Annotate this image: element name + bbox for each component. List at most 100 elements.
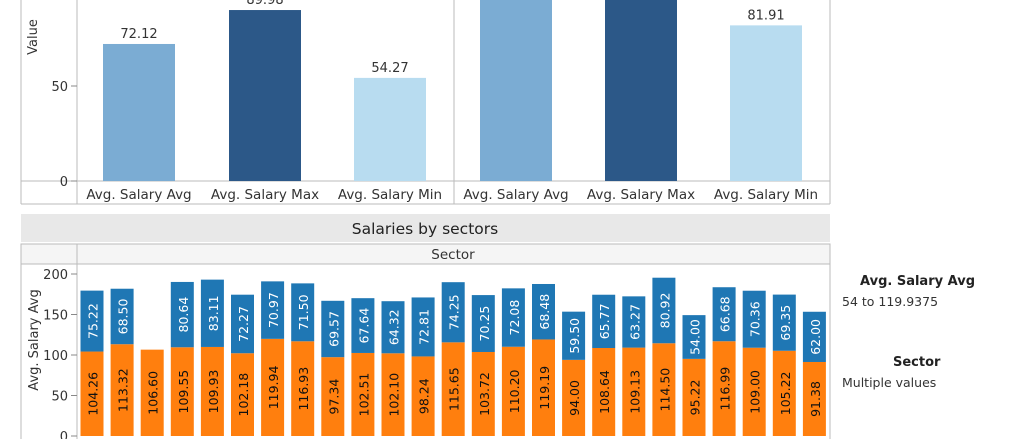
sector-bar-top xyxy=(622,296,646,348)
sector-bottom-value-label: 102.51 xyxy=(356,373,371,417)
sector-bar-bottom xyxy=(592,348,616,436)
top-y-tick-label: 0 xyxy=(60,175,68,190)
sector-top-value-label: 80.64 xyxy=(176,297,191,333)
salaries-title-bar xyxy=(21,214,830,242)
sector-bottom-value-label: 104.26 xyxy=(86,372,101,416)
sector-bottom-value-label: 103.72 xyxy=(477,372,492,416)
sector-top-value-label: 80.92 xyxy=(657,293,672,329)
top-y-tick-label: 50 xyxy=(51,80,68,95)
sector-bar-bottom xyxy=(231,353,254,436)
sector-bar-top xyxy=(562,311,586,360)
sector-top-value-label: 74.25 xyxy=(447,294,462,330)
sector-top-value-label: 64.32 xyxy=(387,309,402,345)
sector-bar-top xyxy=(110,288,134,345)
sector-bottom-value-label: 116.93 xyxy=(296,367,311,411)
legend-avg-range: 54 to 119.9375 xyxy=(842,294,939,309)
bottom-y-axis-label: Avg. Salary Avg xyxy=(27,289,42,390)
sector-bar-bottom xyxy=(261,338,285,436)
sector-bottom-value-label: 119.19 xyxy=(537,366,552,410)
legend-sector-title: Sector xyxy=(893,355,941,370)
left-bar-value-label: 89.98 xyxy=(246,0,283,8)
left-category-label: Avg. Salary Max xyxy=(211,187,319,203)
sector-bar-top xyxy=(291,283,315,342)
right-category-label: Avg. Salary Avg xyxy=(463,187,568,203)
sector-bar-top xyxy=(772,294,796,351)
sector-bottom-value-label: 108.64 xyxy=(597,370,612,414)
sector-bar-top xyxy=(712,287,736,342)
sector-bar-bottom xyxy=(532,339,555,436)
left-bar-2 xyxy=(229,10,301,182)
sector-bottom-value-label: 102.10 xyxy=(387,373,402,417)
sector-bar-bottom xyxy=(712,341,736,436)
sector-top-value-label: 70.97 xyxy=(266,292,281,328)
sector-bar-top xyxy=(261,281,285,339)
left-category-label: Avg. Salary Avg xyxy=(86,187,191,203)
sector-bar-bottom xyxy=(170,347,194,436)
sector-bar-top xyxy=(80,290,104,352)
sector-top-value-label: 54.00 xyxy=(688,319,703,355)
sector-top-value-label: 67.64 xyxy=(356,308,371,344)
sector-bar-bottom xyxy=(381,353,405,436)
sector-header-label: Sector xyxy=(431,247,475,263)
sector-top-value-label: 69.35 xyxy=(778,305,793,341)
sector-bar-bottom xyxy=(562,359,586,436)
sector-bottom-value-label: 116.99 xyxy=(718,367,733,411)
right-category-label: Avg. Salary Min xyxy=(714,187,818,203)
legend-avg-title: Avg. Salary Avg xyxy=(860,274,975,289)
sector-top-value-label: 72.81 xyxy=(417,309,432,345)
bottom-y-tick-label: 0 xyxy=(60,430,68,439)
sector-bottom-value-label: 95.22 xyxy=(688,380,703,416)
sector-bar-top xyxy=(532,283,555,340)
sector-bar-top xyxy=(441,282,465,343)
sector-top-value-label: 68.50 xyxy=(116,299,131,335)
bottom-y-tick-label: 150 xyxy=(43,309,68,324)
sector-bottom-value-label: 97.34 xyxy=(326,379,341,415)
sector-bar-top xyxy=(200,279,224,347)
sector-bar-top xyxy=(501,288,525,347)
sector-bar-bottom xyxy=(682,358,706,436)
sector-bar-bottom xyxy=(622,347,646,436)
sector-bar-top xyxy=(592,294,616,349)
sector-bottom-value-label: 113.32 xyxy=(116,368,131,412)
sector-bottom-value-label: 109.55 xyxy=(176,370,191,414)
sector-bar-bottom xyxy=(652,343,676,436)
sector-bar-top xyxy=(411,297,435,357)
sector-bar-bottom xyxy=(200,346,224,436)
sector-top-value-label: 83.11 xyxy=(206,295,221,331)
sector-bar-top xyxy=(682,315,706,359)
right-category-label: Avg. Salary Max xyxy=(587,187,695,203)
sector-bar-bottom xyxy=(802,361,826,436)
sector-bottom-value-label: 110.20 xyxy=(507,369,522,413)
sector-top-value-label: 66.68 xyxy=(718,296,733,332)
sector-bottom-value-label: 109.00 xyxy=(748,370,763,414)
sector-bar-bottom xyxy=(742,347,766,436)
sector-bottom-value-label: 98.24 xyxy=(417,378,432,414)
sector-top-value-label: 75.22 xyxy=(86,303,101,339)
left-bar-value-label: 54.27 xyxy=(371,61,408,76)
sector-bottom-value-label: 109.93 xyxy=(206,370,221,414)
sector-top-value-label: 62.00 xyxy=(808,319,823,355)
sector-header-bar xyxy=(20,243,831,265)
sector-top-value-label: 63.27 xyxy=(627,304,642,340)
sector-bottom-value-label: 91.38 xyxy=(808,381,823,417)
right-bar-3 xyxy=(730,25,802,181)
sector-top-value-label: 69.57 xyxy=(326,311,341,347)
left-bar-3 xyxy=(354,77,426,181)
sector-bar-bottom xyxy=(441,342,465,436)
sector-bar-bottom xyxy=(471,351,495,436)
sector-bar-bottom xyxy=(140,349,164,436)
sector-bar-top xyxy=(652,277,676,344)
sector-top-value-label: 59.50 xyxy=(567,318,582,354)
bottom-y-tick-label: 200 xyxy=(43,268,68,283)
sector-bar-top xyxy=(742,290,766,348)
right-bar-2 xyxy=(605,0,677,181)
left-category-label: Avg. Salary Min xyxy=(338,187,442,203)
sector-bar-bottom xyxy=(351,352,375,436)
sector-bar-top xyxy=(471,295,495,352)
sector-top-value-label: 72.08 xyxy=(507,300,522,336)
bottom-y-tick-label: 50 xyxy=(51,390,68,405)
sector-bottom-value-label: 119.94 xyxy=(266,366,281,410)
left-bar-value-label: 72.12 xyxy=(120,27,157,42)
sector-bottom-value-label: 105.22 xyxy=(778,372,793,416)
sector-bar-bottom xyxy=(291,341,315,436)
